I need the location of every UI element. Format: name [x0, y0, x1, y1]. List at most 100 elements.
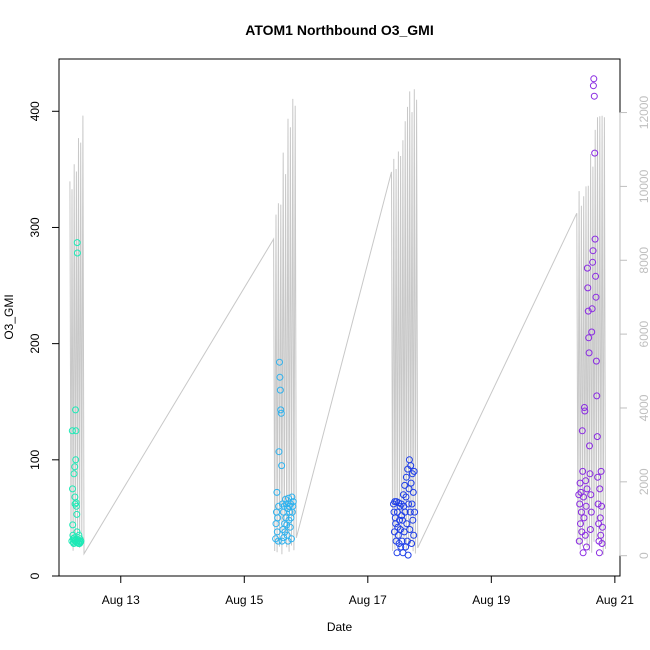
- data-point: [71, 463, 79, 471]
- y-tick-label: 200: [28, 333, 42, 353]
- data-point: [598, 523, 606, 531]
- data-point: [577, 520, 584, 528]
- data-point: [402, 493, 410, 501]
- data-point: [591, 149, 599, 157]
- data-point: [582, 477, 590, 485]
- data-point: [273, 488, 281, 496]
- data-point: [590, 92, 598, 100]
- data-point: [598, 502, 606, 510]
- data-point: [408, 500, 416, 508]
- data-point: [592, 272, 600, 280]
- data-point: [411, 508, 419, 516]
- data-point: [278, 462, 286, 470]
- data-point: [407, 479, 415, 487]
- data-point: [274, 514, 282, 522]
- data-point: [289, 498, 297, 506]
- data-point: [73, 239, 81, 247]
- data-point: [597, 531, 605, 539]
- data-point: [288, 535, 295, 543]
- data-point: [404, 551, 412, 559]
- y-tick-label: 0: [28, 572, 42, 579]
- data-point: [575, 537, 583, 545]
- right-tick-label: 0: [637, 552, 650, 559]
- data-point: [275, 448, 283, 456]
- data-point: [286, 523, 294, 531]
- data-point: [583, 485, 591, 493]
- y-tick-label: 100: [28, 449, 42, 469]
- data-point: [584, 284, 592, 292]
- data-point: [588, 305, 596, 313]
- data-point: [589, 247, 597, 255]
- data-point: [589, 82, 597, 90]
- right-tick-label: 4000: [637, 394, 650, 421]
- data-point: [576, 500, 584, 508]
- data-point: [591, 235, 599, 243]
- x-tick-label: Aug 13: [102, 593, 140, 607]
- data-point: [70, 470, 78, 478]
- data-point: [597, 467, 605, 475]
- data-point: [403, 520, 411, 528]
- data-point: [579, 467, 587, 475]
- data-points: [68, 75, 606, 559]
- data-point: [73, 249, 81, 257]
- data-point: [587, 491, 595, 499]
- data-point: [594, 473, 602, 481]
- altitude-trace: [69, 89, 606, 556]
- data-point: [579, 549, 587, 557]
- data-point: [390, 528, 398, 536]
- data-point: [392, 520, 400, 528]
- data-point: [273, 528, 281, 536]
- data-point: [401, 508, 409, 516]
- data-point: [585, 334, 593, 342]
- data-point: [289, 502, 297, 510]
- data-point: [598, 540, 606, 547]
- x-tick-label: Aug 15: [225, 593, 263, 607]
- data-point: [407, 462, 415, 470]
- data-point: [410, 467, 418, 475]
- data-point: [577, 508, 585, 516]
- data-point: [276, 373, 284, 381]
- data-point: [580, 404, 588, 411]
- data-point: [393, 549, 401, 557]
- data-point: [69, 521, 77, 529]
- data-point: [583, 543, 590, 551]
- data-point: [406, 508, 414, 516]
- data-point: [402, 473, 410, 481]
- data-point: [596, 514, 604, 522]
- data-point: [586, 470, 594, 478]
- y-axis: 0 100 200 300 400: [28, 101, 60, 579]
- altitude-line: [69, 89, 606, 556]
- x-tick-label: Aug 17: [349, 593, 387, 607]
- data-point: [394, 531, 402, 539]
- right-tick-label: 8000: [637, 247, 650, 274]
- data-point: [586, 526, 594, 533]
- right-tick-label: 6000: [637, 320, 650, 347]
- data-point: [398, 537, 406, 545]
- x-tick-label: Aug 21: [596, 593, 634, 607]
- data-point: [69, 485, 76, 493]
- data-point: [77, 537, 85, 545]
- x-tick-label: Aug 19: [472, 593, 510, 607]
- y-axis-label: O3_GMI: [2, 294, 16, 339]
- data-point: [584, 307, 592, 315]
- data-point: [582, 502, 590, 510]
- data-point: [578, 427, 586, 435]
- data-point: [585, 349, 593, 357]
- right-tick-label: 2000: [637, 468, 650, 495]
- right-axis: 0 2000 4000 6000 8000 10000 12000: [619, 96, 650, 559]
- data-point: [596, 485, 604, 493]
- plot-frame: [58, 58, 621, 577]
- data-point: [593, 392, 601, 400]
- y-tick-label: 400: [28, 101, 42, 121]
- x-axis: Aug 13 Aug 15 Aug 17 Aug 19 Aug 21: [102, 575, 634, 607]
- data-point: [72, 456, 80, 464]
- data-point: [399, 516, 406, 524]
- data-point: [593, 433, 601, 441]
- data-point: [406, 526, 414, 533]
- x-axis-label: Date: [327, 620, 353, 634]
- data-point: [272, 520, 280, 528]
- data-point: [73, 528, 81, 536]
- data-point: [393, 508, 401, 516]
- data-point: [284, 537, 292, 545]
